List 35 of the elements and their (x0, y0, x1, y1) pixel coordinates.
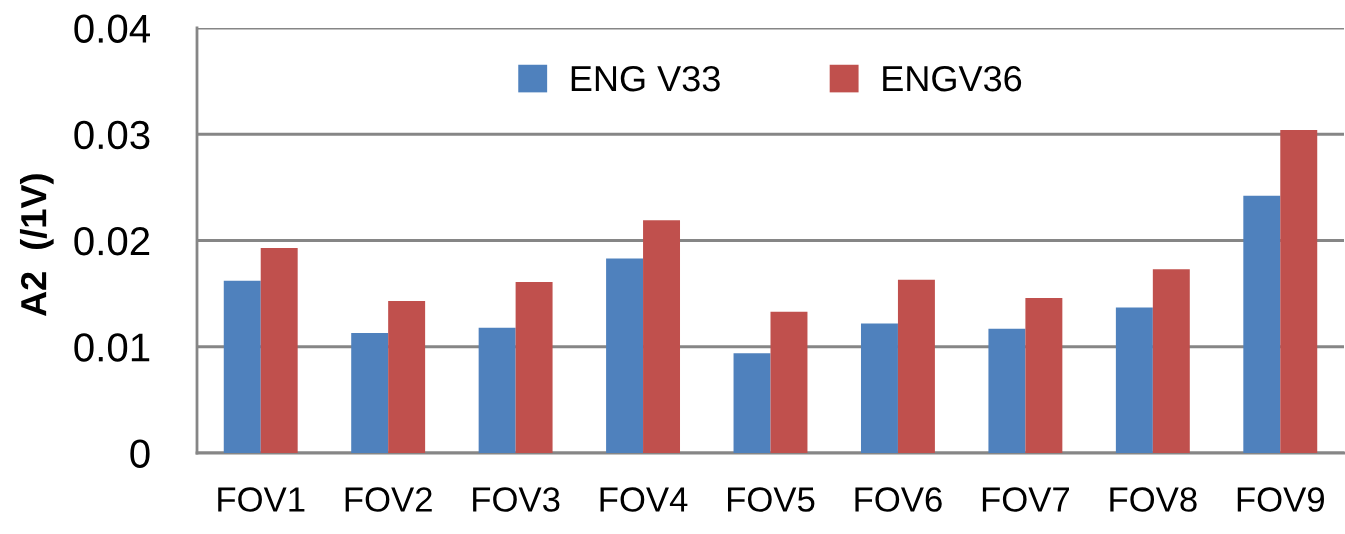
bar (260, 247, 298, 453)
bar (1280, 130, 1318, 453)
legend-label: ENG V33 (571, 65, 720, 92)
bar (388, 301, 426, 453)
bar (897, 279, 935, 453)
bar (1243, 195, 1281, 453)
bar (988, 328, 1026, 453)
bar (478, 327, 516, 453)
y-tick-label: 0.02 (74, 226, 150, 256)
bar (351, 332, 389, 453)
bar (223, 280, 261, 453)
bar (643, 220, 681, 453)
bar (606, 258, 644, 453)
bar (770, 311, 808, 453)
x-tick-label: FOV3 (473, 487, 560, 512)
legend-label: ENGV36 (883, 65, 1022, 92)
x-tick-label: FOV6 (855, 487, 942, 512)
x-tick-label: FOV7 (982, 487, 1069, 512)
bar (860, 323, 898, 453)
y-tick-label: 0.01 (74, 333, 150, 362)
bar (733, 353, 771, 453)
y-tick-label: 0 (130, 439, 150, 468)
bar (1115, 307, 1153, 453)
x-tick-label: FOV5 (728, 487, 815, 512)
x-tick-label: FOV8 (1110, 487, 1197, 512)
y-tick-label: 0.03 (74, 120, 150, 150)
bar (1025, 297, 1063, 453)
y-tick-label: 0.04 (74, 14, 150, 43)
x-tick-label: FOV9 (1237, 487, 1324, 512)
bar (1152, 269, 1190, 453)
x-tick-label: FOV2 (345, 487, 432, 512)
x-tick-label: FOV1 (218, 487, 305, 512)
y-axis-title: A2 (/1V) (19, 174, 54, 317)
x-tick-label: FOV4 (600, 487, 688, 512)
bar (515, 281, 553, 453)
